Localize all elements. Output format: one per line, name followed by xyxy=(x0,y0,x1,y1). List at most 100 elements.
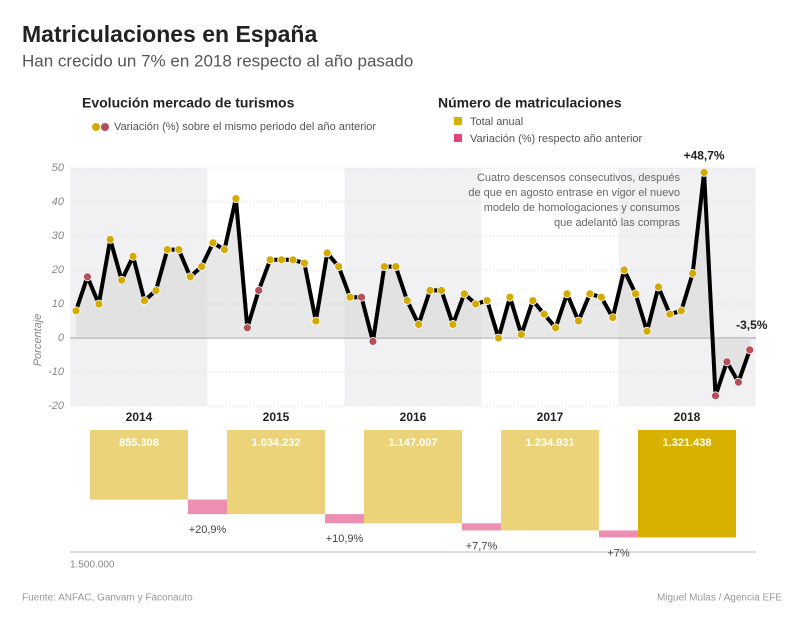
point xyxy=(745,345,755,355)
legend-label: Variación (%) sobre el mismo periodo del… xyxy=(114,121,376,133)
point xyxy=(197,262,207,272)
point xyxy=(105,234,115,244)
x-tick-label: 2018 xyxy=(674,410,701,424)
value-label: 1.034.232 xyxy=(252,437,301,449)
bar xyxy=(227,430,325,515)
variation-label: +20,9% xyxy=(189,524,227,536)
point xyxy=(83,272,92,282)
bar xyxy=(501,430,599,531)
point xyxy=(368,336,378,346)
legend-label: Total anual xyxy=(470,116,523,128)
point xyxy=(322,248,332,258)
variation-label: +7% xyxy=(607,547,630,559)
legend-label: Variación (%) respecto año anterior xyxy=(470,133,643,145)
point xyxy=(482,296,492,306)
point xyxy=(722,357,732,367)
point xyxy=(208,238,218,248)
value-label: 1.321.438 xyxy=(663,437,712,449)
point xyxy=(676,306,686,316)
point xyxy=(94,299,104,309)
y-tick-label: -10 xyxy=(48,366,65,378)
x-tick-label: 2015 xyxy=(263,410,290,424)
variation-label: +10,9% xyxy=(326,533,364,545)
point xyxy=(516,330,526,340)
point xyxy=(402,296,412,306)
y-tick-label: -20 xyxy=(48,400,65,412)
point xyxy=(642,326,652,336)
y-tick-label: 40 xyxy=(52,196,65,208)
point xyxy=(311,316,321,326)
x-tick-label: 2016 xyxy=(400,410,427,424)
point xyxy=(254,285,264,295)
point xyxy=(162,245,172,255)
variation-bar xyxy=(462,523,501,531)
point xyxy=(699,168,709,177)
point xyxy=(140,296,149,306)
point xyxy=(117,275,127,285)
annotation: que adelantó las compras xyxy=(554,217,680,229)
point xyxy=(345,292,355,302)
legend-dot xyxy=(92,123,100,131)
bar xyxy=(90,430,188,500)
point xyxy=(528,296,538,306)
y-tick-label: 0 xyxy=(58,332,65,344)
line-chart-title: Evolución mercado de turismos xyxy=(82,95,295,111)
y-tick-label: 50 xyxy=(52,162,65,174)
point xyxy=(608,313,618,323)
point xyxy=(733,377,743,387)
variation-label: +7,7% xyxy=(466,540,498,552)
credit: Miguel Mulas / Agencia EFE xyxy=(657,593,782,604)
annotation: de que en agosto entrase en vigor el nue… xyxy=(468,187,680,199)
point xyxy=(391,262,401,272)
point xyxy=(437,285,446,295)
point xyxy=(265,255,275,265)
point xyxy=(151,285,161,295)
point xyxy=(174,245,184,255)
point xyxy=(334,262,344,272)
point xyxy=(128,251,138,261)
bar xyxy=(638,430,736,538)
point xyxy=(471,299,481,309)
point xyxy=(654,282,663,292)
point xyxy=(574,316,583,326)
point xyxy=(539,309,549,319)
point xyxy=(688,268,698,278)
point xyxy=(379,262,389,272)
source: Fuente: ANFAC, Ganvam y Faconauto xyxy=(22,593,193,604)
point xyxy=(185,272,195,282)
point xyxy=(665,309,675,319)
value-label: -3,5% xyxy=(736,318,768,332)
year-band xyxy=(344,168,482,406)
point xyxy=(631,289,640,299)
point xyxy=(277,255,286,265)
value-label: 855.308 xyxy=(119,437,159,449)
y-tick-label: 10 xyxy=(52,298,65,310)
value-label: +48,7% xyxy=(684,149,725,163)
point xyxy=(220,245,229,255)
point xyxy=(585,289,595,299)
x-tick-label: 2017 xyxy=(537,410,564,424)
point xyxy=(425,285,435,295)
point xyxy=(494,333,503,343)
point xyxy=(505,292,515,302)
variation-bar xyxy=(599,530,638,538)
point xyxy=(242,323,252,333)
legend-swatch xyxy=(454,117,462,125)
point xyxy=(288,255,298,265)
legend-swatch xyxy=(454,134,462,142)
point xyxy=(414,319,424,329)
value-label: 1.147.007 xyxy=(389,437,438,449)
point xyxy=(596,292,606,302)
y-axis-label: Porcentaje xyxy=(32,314,44,367)
value-label: 1.234.931 xyxy=(526,437,575,449)
y-tick-label: 30 xyxy=(52,230,65,242)
point xyxy=(459,289,469,299)
point xyxy=(619,265,629,275)
annotation: Cuatro descensos consecutivos, después xyxy=(477,172,681,184)
subtitle: Han crecido un 7% en 2018 respecto al añ… xyxy=(22,51,413,70)
bar xyxy=(364,430,462,524)
point xyxy=(299,258,309,268)
variation-bar xyxy=(188,499,227,515)
point xyxy=(711,391,720,401)
